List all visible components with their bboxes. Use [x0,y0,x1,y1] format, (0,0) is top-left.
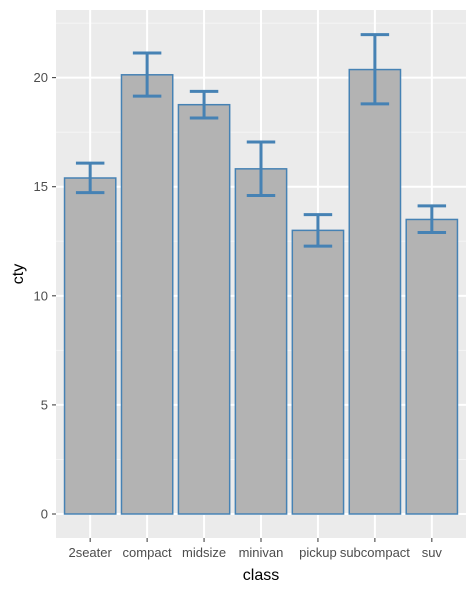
x-tick-label: midsize [182,545,226,560]
bar [120,74,174,515]
y-axis: 0 5 10 15 20 [34,70,56,522]
bar [63,177,117,515]
y-tick-label: 20 [34,70,48,85]
y-tick-label: 0 [41,507,48,522]
error-bars [75,33,447,248]
bar [405,218,459,515]
x-tick-label: minivan [239,545,284,560]
y-tick-label: 15 [34,179,48,194]
x-tick-label: subcompact [340,545,410,560]
bars [63,68,459,515]
x-axis-title: class [243,567,279,584]
bar [234,168,288,515]
bar [348,68,402,515]
x-axis: 2seater compact midsize minivan pickup subcom… [68,538,442,560]
bar [291,229,345,515]
x-tick-label: compact [123,545,173,560]
x-tick-label: suv [422,545,443,560]
y-tick-label: 5 [41,397,48,412]
x-tick-label: pickup [299,545,337,560]
y-axis-title: cty [10,264,27,284]
x-tick-label: 2seater [68,545,112,560]
y-tick-label: 10 [34,288,48,303]
bar [177,103,231,515]
